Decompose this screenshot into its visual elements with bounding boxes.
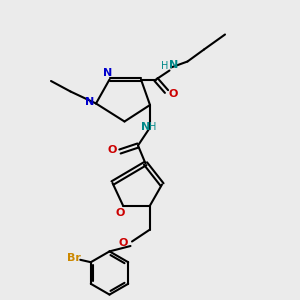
Text: O: O	[168, 89, 178, 100]
Text: N: N	[103, 68, 112, 78]
Text: O: O	[108, 145, 117, 155]
Text: O: O	[116, 208, 125, 218]
Text: H: H	[149, 122, 157, 133]
Text: Br: Br	[68, 253, 81, 263]
Text: O: O	[119, 238, 128, 248]
Text: N: N	[169, 59, 178, 70]
Text: N: N	[141, 122, 150, 133]
Text: H: H	[161, 61, 168, 71]
Text: N: N	[85, 97, 94, 107]
